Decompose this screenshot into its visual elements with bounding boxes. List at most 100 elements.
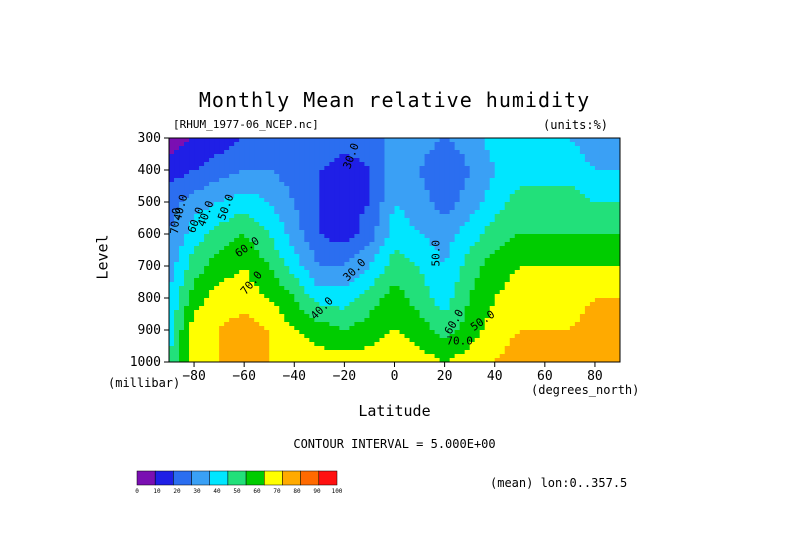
heat-cell [584, 190, 591, 195]
heat-cell [504, 338, 511, 343]
heat-cell [239, 222, 245, 227]
heat-cell [229, 194, 235, 199]
heat-cell [204, 338, 210, 343]
heat-cell [244, 166, 250, 171]
heat-cell [589, 298, 596, 303]
heat-cell [359, 154, 366, 159]
heat-cell [249, 246, 255, 251]
heat-cell [404, 318, 411, 323]
heat-cell [319, 322, 325, 327]
heat-cell [554, 254, 561, 259]
heat-cell [319, 162, 325, 167]
heat-cell [364, 254, 371, 259]
heat-cell [224, 178, 230, 183]
heat-cell [304, 202, 310, 207]
heat-cell [214, 142, 220, 147]
heat-cell [204, 314, 210, 319]
heat-cell [314, 350, 320, 355]
heat-cell [459, 150, 466, 155]
heat-cell [524, 218, 531, 223]
heat-cell [449, 206, 456, 211]
heat-cell [189, 286, 195, 291]
heat-cell [484, 342, 491, 347]
heat-cell [269, 178, 275, 183]
heat-cell [449, 350, 456, 355]
heat-cell [584, 202, 591, 207]
heat-cell [249, 154, 255, 159]
heat-cell [369, 338, 376, 343]
heat-cell [504, 270, 511, 275]
heat-cell [384, 262, 391, 267]
heat-cell [419, 338, 426, 343]
heat-cell [459, 142, 466, 147]
heat-cell [214, 210, 220, 215]
heat-cell [439, 286, 446, 291]
heat-cell [584, 230, 591, 235]
heat-cell [244, 266, 250, 271]
heat-cell [279, 170, 285, 175]
heat-cell [354, 346, 361, 351]
heat-cell [599, 210, 606, 215]
heat-cell [354, 338, 361, 343]
heat-cell [224, 246, 230, 251]
heat-cell [509, 318, 516, 323]
heat-cell [574, 138, 581, 143]
heat-cell [604, 278, 611, 283]
heat-cell [349, 206, 356, 211]
heat-cell [369, 262, 376, 267]
heat-cell [514, 238, 521, 243]
heat-cell [554, 314, 561, 319]
heat-cell [409, 230, 416, 235]
heat-cell [279, 294, 285, 299]
heat-cell [514, 318, 521, 323]
heat-cell [454, 254, 461, 259]
heat-cell [324, 334, 330, 339]
heat-cell [299, 294, 305, 299]
heat-cell [434, 270, 441, 275]
heat-cell [304, 138, 310, 143]
heat-cell [334, 350, 340, 355]
heat-cell [564, 242, 571, 247]
heat-cell [409, 298, 416, 303]
heat-cell [489, 350, 496, 355]
heat-cell [529, 194, 536, 199]
heat-cell [384, 294, 391, 299]
heat-cell [614, 178, 620, 183]
heat-cell [249, 198, 255, 203]
heat-cell [264, 142, 270, 147]
heat-cell [534, 190, 541, 195]
heat-cell [389, 142, 396, 147]
heat-cell [219, 262, 225, 267]
heat-cell [234, 342, 240, 347]
heat-cell [569, 274, 576, 279]
heat-cell [419, 274, 426, 279]
heat-cell [509, 338, 516, 343]
heat-cell [369, 350, 376, 355]
heat-cell [209, 170, 215, 175]
heat-cell [229, 334, 235, 339]
heat-cell [389, 318, 396, 323]
heat-cell [524, 282, 531, 287]
heat-cell [444, 246, 451, 251]
heat-cell [389, 138, 396, 143]
heat-cell [249, 338, 255, 343]
heat-cell [399, 246, 406, 251]
heat-cell [254, 242, 260, 247]
heat-cell [534, 310, 541, 315]
heat-cell [339, 138, 345, 143]
heat-cell [354, 262, 361, 267]
heat-cell [314, 270, 320, 275]
heat-cell [184, 290, 190, 295]
heat-cell [429, 306, 436, 311]
heat-cell [384, 218, 391, 223]
heat-cell [299, 290, 305, 295]
heat-cell [569, 154, 576, 159]
heat-cell [569, 166, 576, 171]
heat-cell [279, 290, 285, 295]
heat-cell [494, 218, 501, 223]
heat-cell [339, 274, 345, 279]
heat-cell [314, 202, 320, 207]
heat-cell [399, 178, 406, 183]
heat-cell [299, 346, 305, 351]
heat-cell [524, 158, 531, 163]
